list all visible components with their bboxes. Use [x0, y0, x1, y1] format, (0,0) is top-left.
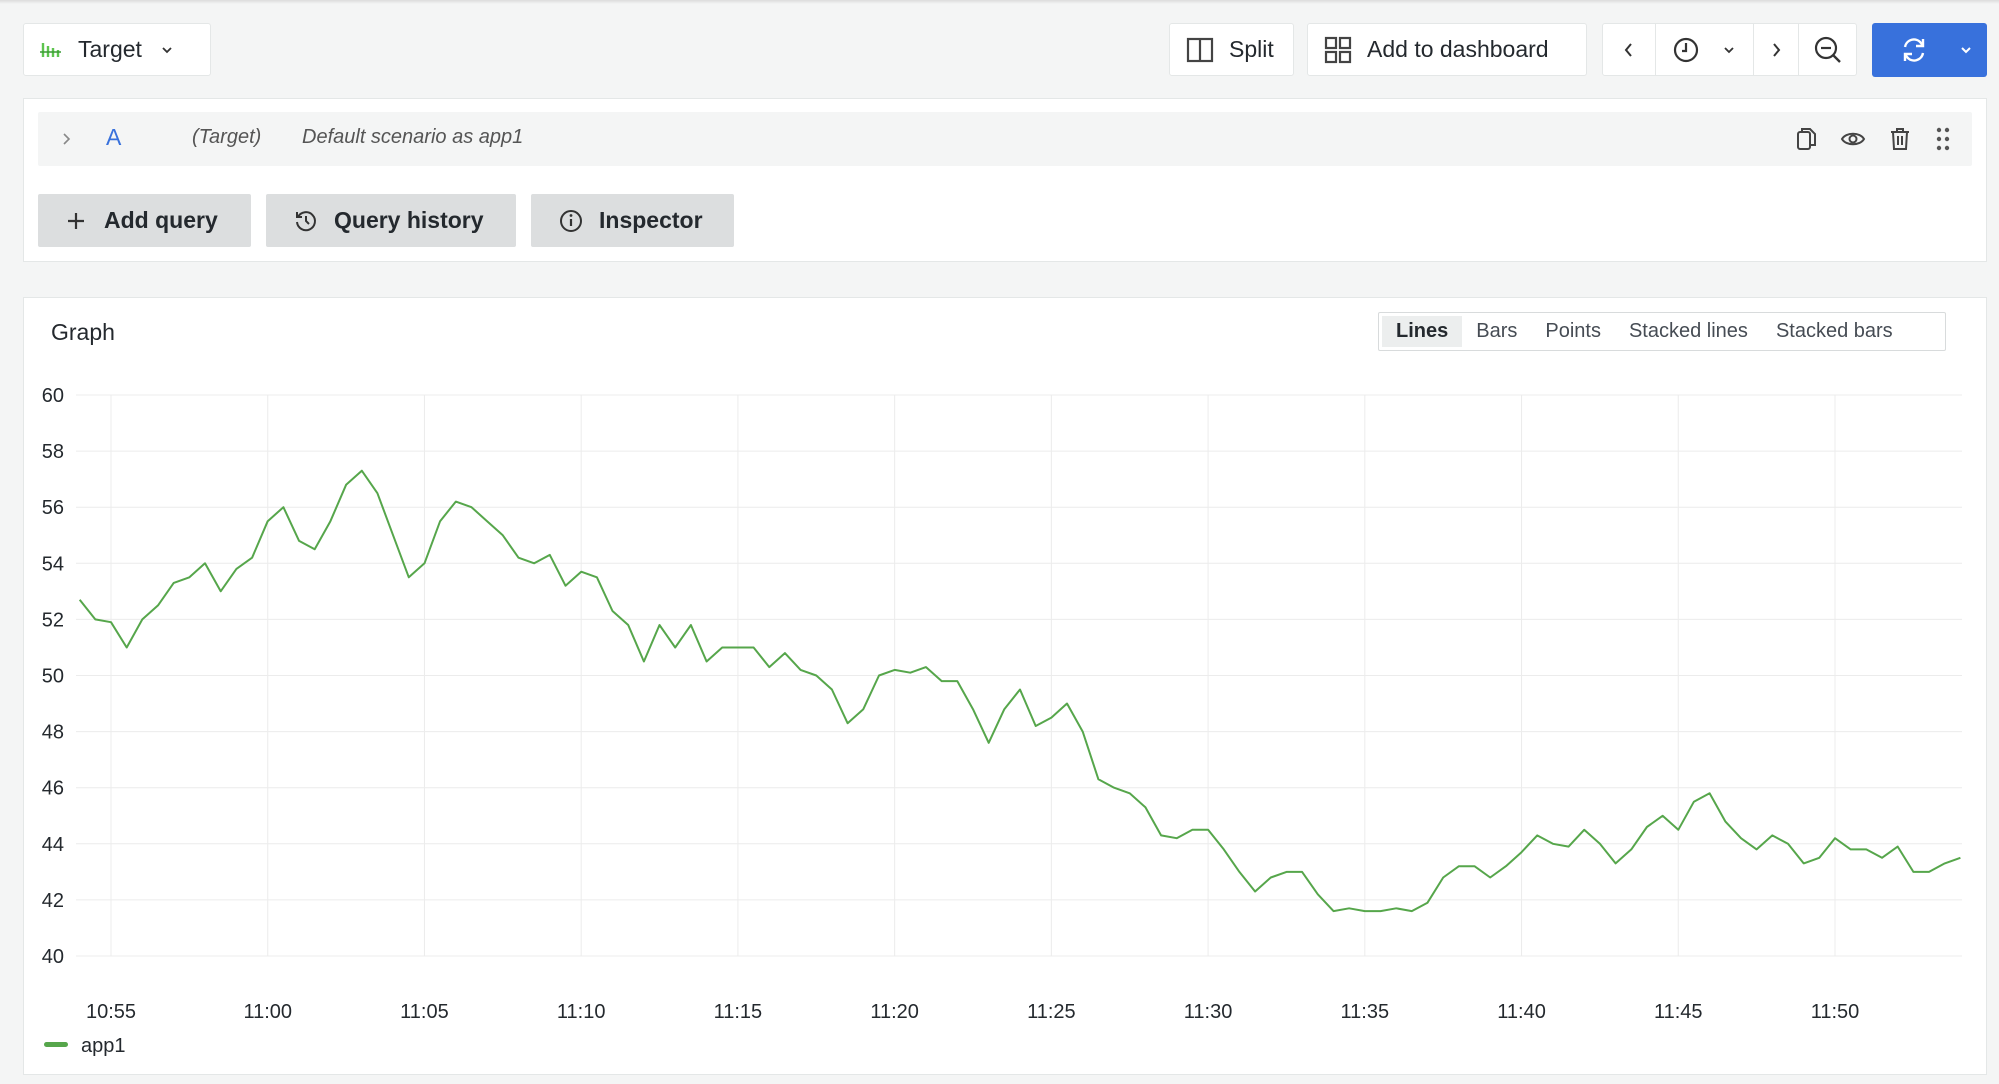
datasource-label: Target	[78, 36, 142, 62]
chevron-right-icon	[1773, 42, 1781, 57]
chevron-down-icon	[1724, 46, 1734, 53]
graph-panel	[23, 297, 1987, 1075]
query-history-button[interactable]: Query history	[266, 194, 516, 247]
eye-icon[interactable]	[1840, 129, 1866, 149]
refresh-icon	[1903, 38, 1925, 62]
split-icon	[1186, 37, 1214, 62]
clock-icon	[1674, 37, 1699, 62]
time-forward-button[interactable]	[1754, 24, 1800, 75]
query-history-label: Query history	[334, 207, 484, 233]
datasource-picker[interactable]: Target	[23, 23, 211, 76]
zoom-out-icon	[1814, 36, 1841, 63]
time-back-button[interactable]	[1603, 24, 1656, 75]
info-circle-icon	[560, 209, 582, 232]
split-button[interactable]: Split	[1169, 23, 1294, 76]
time-picker-button[interactable]	[1656, 24, 1754, 75]
drag-handle-icon[interactable]	[1936, 127, 1950, 151]
mode-lines[interactable]: Lines	[1382, 316, 1463, 347]
add-to-dashboard-label: Add to dashboard	[1367, 36, 1549, 62]
query-description: Default scenario as app1	[302, 126, 524, 148]
query-row: A (Target) Default scenario as app1	[38, 112, 1972, 166]
zoom-out-button[interactable]	[1799, 24, 1856, 75]
chevron-left-icon	[1624, 42, 1632, 57]
graph-mode-selector: Lines Bars Points Stacked lines Stacked …	[1378, 312, 1946, 351]
add-query-label: Add query	[104, 207, 218, 233]
mode-points[interactable]: Points	[1545, 320, 1601, 342]
history-icon	[296, 210, 316, 231]
inspector-button[interactable]: Inspector	[531, 194, 734, 247]
mode-bars[interactable]: Bars	[1476, 320, 1518, 342]
add-to-dashboard-button[interactable]: Add to dashboard	[1307, 23, 1587, 76]
duplicate-query-icon[interactable]	[1794, 126, 1818, 152]
trash-icon[interactable]	[1889, 126, 1911, 152]
datasource-logo-icon	[40, 42, 61, 57]
mode-stacked-lines[interactable]: Stacked lines	[1628, 320, 1748, 342]
top-shadow	[0, 0, 1999, 4]
plus-icon	[68, 212, 84, 229]
refresh-interval-chevron-icon[interactable]	[1959, 45, 1973, 55]
split-label: Split	[1229, 36, 1274, 62]
chevron-down-icon	[162, 46, 172, 53]
time-range-controls	[1602, 23, 1857, 76]
query-datasource: (Target)	[192, 126, 262, 148]
expand-chevron-icon[interactable]	[60, 131, 72, 147]
add-query-button[interactable]: Add query	[38, 194, 251, 247]
mode-stacked-bars[interactable]: Stacked bars	[1775, 320, 1893, 342]
refresh-button[interactable]	[1872, 23, 1987, 77]
inspector-label: Inspector	[599, 207, 703, 233]
query-ref-id[interactable]: A	[106, 124, 122, 150]
dashboard-grid-icon	[1324, 36, 1352, 63]
graph-title: Graph	[51, 319, 115, 345]
